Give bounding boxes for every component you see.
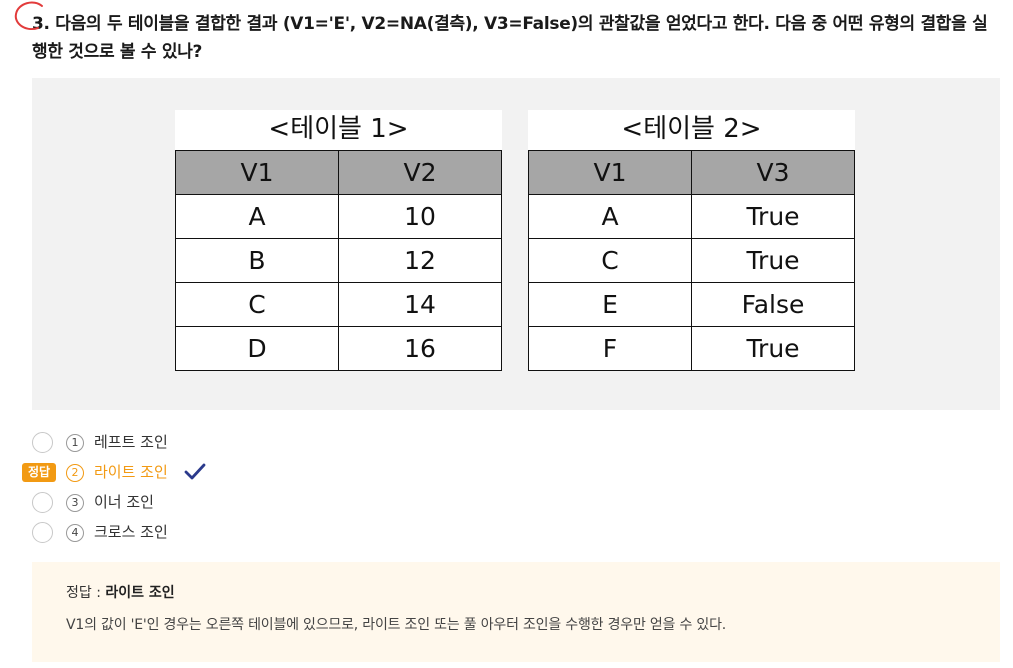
table-cell: 16	[338, 326, 502, 371]
table-1-header: V1	[175, 150, 339, 195]
option-2[interactable]: 정답 2 라이트 조인	[22, 460, 432, 490]
option-3-radio[interactable]	[32, 492, 53, 513]
table-row: C 14	[175, 282, 502, 327]
check-icon	[184, 463, 206, 480]
table-2-header: V1	[528, 150, 692, 195]
correct-badge: 정답	[22, 463, 56, 482]
tables-figure: <테이블 1> V1 V2 A 10 B 12 C 14 D 16	[32, 78, 1000, 410]
option-1-number: 1	[66, 434, 84, 452]
table-cell: C	[175, 282, 339, 327]
table-row: A True	[528, 194, 855, 239]
answer-prefix: 정답 :	[66, 585, 106, 601]
table-1-header: V2	[338, 150, 502, 195]
answer-value: 라이트 조인	[105, 585, 175, 601]
option-1[interactable]: 1 레프트 조인	[32, 430, 432, 460]
table-row: A 10	[175, 194, 502, 239]
table-cell: A	[175, 194, 339, 239]
table-2-grid: V1 V3 A True C True E False F True	[528, 150, 855, 371]
answer-explanation-box: 정답 : 라이트 조인 V1의 값이 'E'인 경우는 오른쪽 테이블에 있으므…	[32, 562, 1000, 662]
table-cell: False	[691, 282, 855, 327]
option-3[interactable]: 3 이너 조인	[32, 490, 432, 520]
option-1-label[interactable]: 레프트 조인	[94, 433, 168, 451]
table-row: E False	[528, 282, 855, 327]
table-row: D 16	[175, 326, 502, 371]
table-cell: 14	[338, 282, 502, 327]
table-1: <테이블 1> V1 V2 A 10 B 12 C 14 D 16	[175, 110, 502, 371]
table-1-caption: <테이블 1>	[175, 110, 502, 150]
table-2-header: V3	[691, 150, 855, 195]
table-cell: True	[691, 238, 855, 283]
table-2-caption: <테이블 2>	[528, 110, 855, 150]
table-2: <테이블 2> V1 V3 A True C True E False F Tr…	[528, 110, 855, 371]
option-1-radio[interactable]	[32, 432, 53, 453]
table-1-grid: V1 V2 A 10 B 12 C 14 D 16	[175, 150, 502, 371]
table-cell: 10	[338, 194, 502, 239]
option-2-number: 2	[66, 464, 84, 482]
table-cell: E	[528, 282, 692, 327]
table-cell: D	[175, 326, 339, 371]
table-cell: True	[691, 326, 855, 371]
table-row: C True	[528, 238, 855, 283]
option-3-label[interactable]: 이너 조인	[94, 493, 154, 511]
option-2-label[interactable]: 라이트 조인	[94, 463, 168, 481]
option-4-label[interactable]: 크로스 조인	[94, 523, 168, 541]
answer-line: 정답 : 라이트 조인	[66, 582, 175, 602]
table-cell: B	[175, 238, 339, 283]
option-3-number: 3	[66, 494, 84, 512]
table-row: F True	[528, 326, 855, 371]
table-row: B 12	[175, 238, 502, 283]
option-4-number: 4	[66, 524, 84, 542]
option-4[interactable]: 4 크로스 조인	[32, 520, 432, 550]
table-cell: F	[528, 326, 692, 371]
table-cell: True	[691, 194, 855, 239]
explanation-text: V1의 값이 'E'인 경우는 오른쪽 테이블에 있으므로, 라이트 조인 또는…	[66, 617, 727, 633]
question-text: 3. 다음의 두 테이블을 결합한 결과 (V1='E', V2=NA(결측),…	[32, 14, 988, 62]
table-cell: 12	[338, 238, 502, 283]
table-cell: C	[528, 238, 692, 283]
option-4-radio[interactable]	[32, 522, 53, 543]
answer-options: 1 레프트 조인 정답 2 라이트 조인 3 이너 조인 4 크로스 조인	[22, 430, 432, 550]
table-cell: A	[528, 194, 692, 239]
